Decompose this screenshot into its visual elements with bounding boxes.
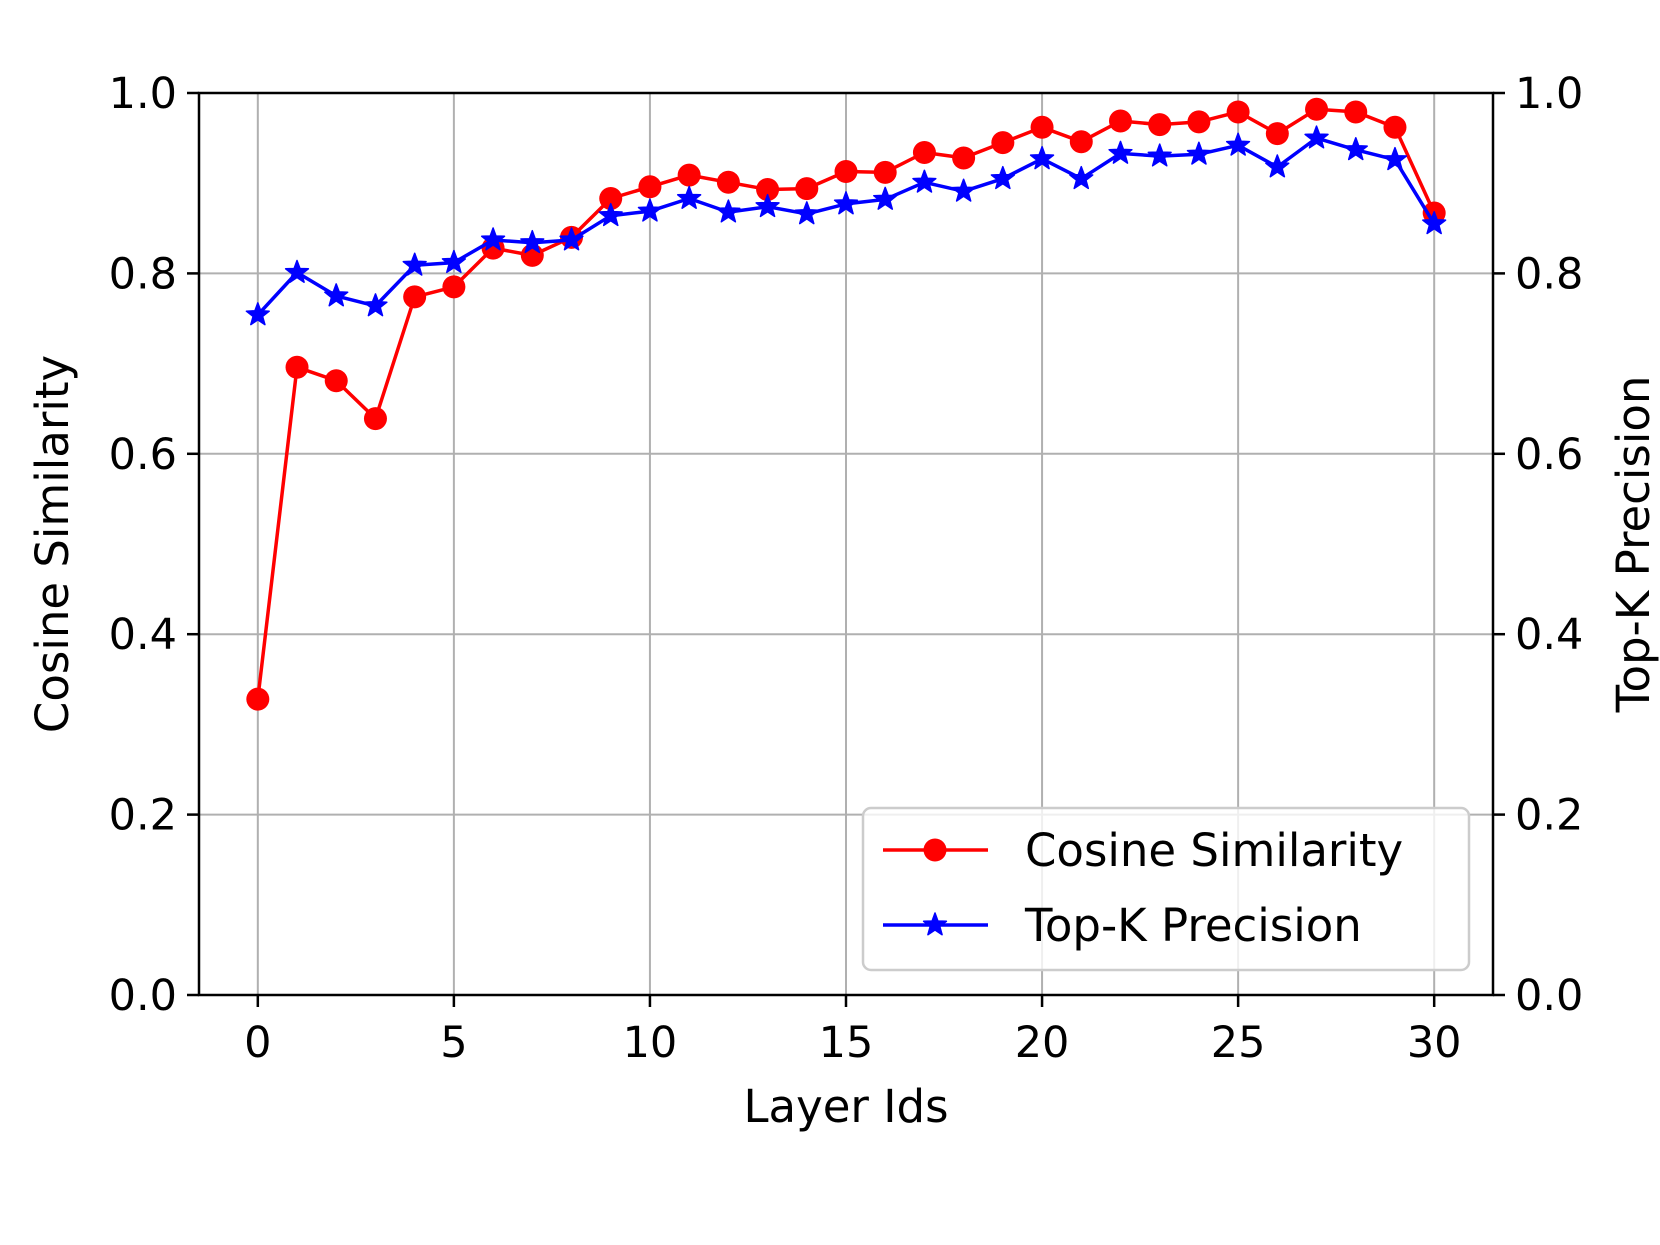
data-point [755, 193, 780, 218]
data-point [1225, 132, 1251, 156]
data-point [1069, 165, 1094, 190]
data-point [873, 160, 897, 184]
x-axis-label: Layer Ids [743, 1080, 948, 1133]
y-tick-label: 0.6 [109, 430, 177, 480]
data-point [363, 407, 387, 431]
data-point [1343, 137, 1368, 161]
data-point [794, 201, 819, 225]
legend-marker [923, 838, 947, 862]
data-point [1226, 100, 1250, 124]
x-tick-label: 30 [1407, 1018, 1462, 1068]
data-point [638, 175, 662, 199]
plot-series [245, 97, 1447, 711]
data-point [1187, 110, 1211, 134]
y-tick-label: 0.4 [109, 610, 177, 660]
data-point [677, 163, 701, 187]
data-point [520, 229, 545, 254]
data-point [1029, 146, 1055, 170]
legend-marker [922, 912, 948, 936]
data-point [912, 141, 936, 165]
data-point [246, 687, 270, 711]
y-tick-label: 0.8 [109, 249, 177, 299]
data-point [1108, 140, 1133, 164]
data-point [1383, 115, 1407, 139]
ticks: 0 5 10 15 20 25 30 0.0 0.0 0.2 0.2 0.4 0.4 0.6 0.6 0.8 0… [109, 69, 1584, 1068]
data-point [795, 177, 819, 201]
x-tick-label: 0 [244, 1018, 271, 1068]
series-cosine-similarity [246, 97, 1446, 711]
data-point [833, 191, 859, 215]
data-point [834, 159, 858, 183]
y-tick-label: 0.2 [109, 791, 177, 841]
data-point [324, 283, 349, 307]
data-point [637, 198, 663, 222]
data-point [952, 146, 976, 170]
data-point [1382, 146, 1408, 171]
x-tick-label: 25 [1211, 1018, 1266, 1068]
data-point [1305, 97, 1329, 121]
y-right-tick-label: 0.2 [1515, 791, 1583, 841]
y-right-tick-label: 0.8 [1515, 249, 1583, 299]
data-point [363, 293, 388, 317]
data-point [559, 227, 584, 251]
y-right-tick-label: 0.0 [1515, 971, 1583, 1021]
data-point [480, 227, 506, 251]
legend-label: Cosine Similarity [1025, 824, 1403, 877]
data-point [716, 199, 741, 223]
data-point [324, 369, 348, 393]
x-tick-label: 10 [623, 1018, 678, 1068]
x-tick-label: 20 [1015, 1018, 1070, 1068]
data-point [1304, 125, 1329, 149]
data-point [284, 259, 310, 283]
data-point [1069, 130, 1093, 154]
data-point [441, 249, 467, 274]
data-point [756, 178, 780, 202]
data-point [676, 185, 702, 209]
legend-item: Cosine Similarity [883, 824, 1403, 877]
y-right-tick-label: 0.4 [1515, 610, 1583, 660]
x-tick-label: 5 [440, 1018, 467, 1068]
legend: Cosine Similarity Top-K Precision [861, 806, 1471, 972]
y-axis-right-label: Top-K Precision [1607, 376, 1660, 714]
data-point [991, 131, 1015, 155]
data-point [912, 169, 937, 193]
y-tick-label: 0.0 [109, 971, 177, 1021]
data-point [990, 165, 1016, 190]
y-axis-label: Cosine Similarity [26, 355, 79, 733]
legend-label: Top-K Precision [1024, 899, 1362, 952]
data-point [1186, 141, 1212, 165]
data-point [403, 285, 427, 309]
data-point [1147, 143, 1172, 167]
data-point [245, 302, 270, 326]
data-point [951, 178, 976, 202]
data-point [1265, 122, 1289, 146]
y-tick-label: 1.0 [109, 69, 177, 119]
data-point [1148, 113, 1172, 137]
data-point [1265, 154, 1290, 178]
y-right-tick-label: 1.0 [1515, 69, 1583, 119]
data-point [1422, 211, 1447, 235]
data-point [598, 202, 623, 227]
series-top-k-precision [245, 125, 1447, 326]
legend-box [861, 806, 1471, 972]
data-point [599, 187, 623, 211]
x-tick-label: 15 [819, 1018, 874, 1068]
data-point [1030, 115, 1054, 139]
data-point [873, 186, 898, 210]
legend-item: Top-K Precision [883, 899, 1362, 952]
data-point [402, 252, 427, 276]
data-point [285, 355, 309, 379]
y-right-tick-label: 0.6 [1515, 430, 1583, 480]
data-point [442, 275, 466, 299]
data-point [1108, 109, 1132, 133]
data-point [716, 170, 740, 194]
data-point [1344, 100, 1368, 124]
